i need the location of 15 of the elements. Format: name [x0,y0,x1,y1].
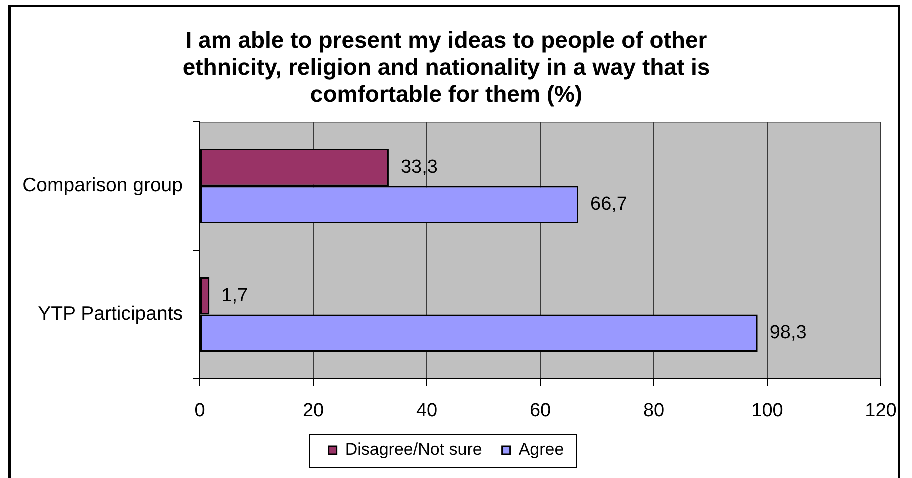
data-label: 1,7 [222,285,248,306]
data-label: 66,7 [590,194,628,216]
x-tick-label: 80 [643,400,665,422]
x-tick-label: 20 [302,400,324,422]
data-label: 98,3 [770,322,807,344]
y-tick-label: YTP Participants [38,303,184,326]
chart-title: I am able to present my ideas to people of other ethnicity, religion and nationality in a way that is comfortable for them (%) [182,26,710,107]
x-tick-label: 0 [194,400,206,422]
x-tick-label: 120 [865,400,897,422]
y-tick-label: Comparison group [22,174,184,197]
x-tick-label: 40 [416,400,438,422]
x-tick-label: 60 [530,400,552,422]
x-tick-label: 100 [752,400,784,422]
legend-label: Disagree/Not sure [345,440,482,460]
legend-label: Agree [518,440,564,460]
